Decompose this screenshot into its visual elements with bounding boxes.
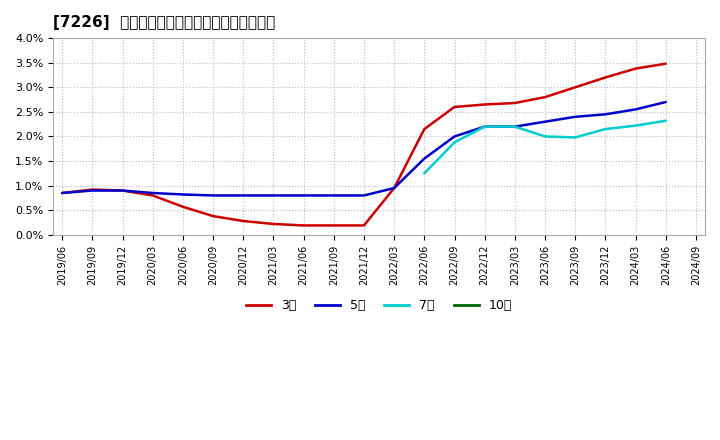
- Text: [7226]  当期純利益マージンの標準偏差の推移: [7226] 当期純利益マージンの標準偏差の推移: [53, 15, 275, 30]
- Legend: 3年, 5年, 7年, 10年: 3年, 5年, 7年, 10年: [241, 294, 517, 317]
